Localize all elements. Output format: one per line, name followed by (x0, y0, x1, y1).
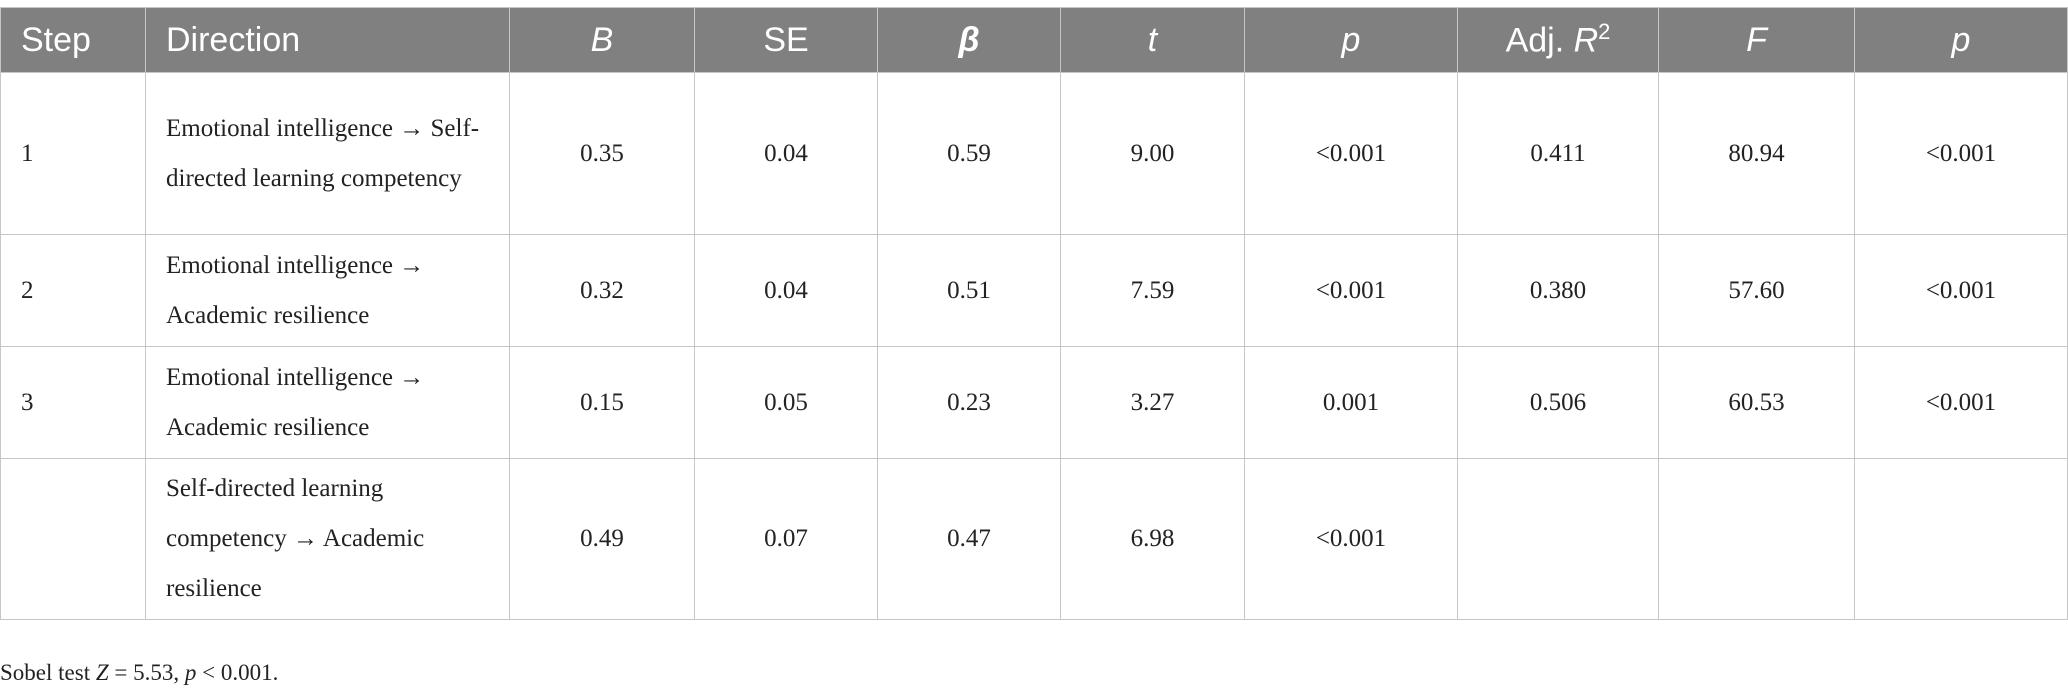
table-cell: <0.001 (1854, 346, 2068, 459)
table-cell: 0.51 (877, 234, 1061, 347)
footnote-text: p (184, 660, 197, 685)
table-cell: 0.15 (509, 346, 695, 459)
table-cell: 0.47 (877, 458, 1061, 620)
table-body: 1 Emotional intelligence → Self-directed … (0, 72, 2068, 620)
header-cell: p (1854, 7, 2068, 73)
table-cell: 0.380 (1457, 234, 1659, 347)
header-cell: t (1060, 7, 1245, 73)
footnote-text: = 5.53, (108, 660, 185, 685)
table-cell: 0.04 (694, 72, 878, 235)
table-cell: <0.001 (1854, 234, 2068, 347)
table-cell: Self-directed learning competency → Acad… (145, 458, 510, 620)
header-var: R (1573, 21, 1599, 60)
table-cell: 0.506 (1457, 346, 1659, 459)
empty-cell (1854, 458, 2068, 620)
table-cell: <0.001 (1244, 234, 1458, 347)
table-cell: 1 (0, 72, 146, 235)
table-cell: <0.001 (1244, 458, 1458, 620)
table-cell: 3 (0, 346, 146, 459)
table-cell: 6.98 (1060, 458, 1245, 620)
table-cell: Emotional intelligence → Academic resili… (145, 346, 510, 459)
table-cell: 3.27 (1060, 346, 1245, 459)
header-cell: F (1658, 7, 1855, 73)
empty-cell (0, 458, 146, 620)
header-text: Adj. (1505, 21, 1574, 60)
header-cell: p (1244, 7, 1458, 73)
footnote-text: Z (95, 660, 109, 685)
table-row: 1 Emotional intelligence → Self-directed … (0, 72, 2068, 235)
header-cell: β (877, 7, 1061, 73)
empty-cell (1457, 458, 1659, 620)
footnote-text: < 0.001. (196, 660, 279, 685)
table-row: Self-directed learning competency → Acad… (0, 458, 2068, 620)
table-cell: 0.04 (694, 234, 878, 347)
footnote: Sobel test Z = 5.53, p < 0.001. (0, 660, 278, 686)
table-cell: 0.35 (509, 72, 695, 235)
table-cell: 2 (0, 234, 146, 347)
table-cell: 0.49 (509, 458, 695, 620)
table-cell: Emotional intelligence → Self-directed l… (145, 72, 510, 235)
table-cell: 0.23 (877, 346, 1061, 459)
table-cell: Emotional intelligence → Academic resili… (145, 234, 510, 347)
table-cell: 0.32 (509, 234, 695, 347)
table-cell: 0.411 (1457, 72, 1659, 235)
table-row: 2 Emotional intelligence → Academic resil… (0, 234, 2068, 347)
header-cell: SE (694, 7, 878, 73)
table-row: 3 Emotional intelligence → Academic resil… (0, 346, 2068, 459)
table-cell: 57.60 (1658, 234, 1855, 347)
table-cell: 0.001 (1244, 346, 1458, 459)
table-cell: 9.00 (1060, 72, 1245, 235)
table-cell: 7.59 (1060, 234, 1245, 347)
header-cell: B (509, 7, 695, 73)
table-cell: 0.59 (877, 72, 1061, 235)
table-cell: 80.94 (1658, 72, 1855, 235)
table-cell: 60.53 (1658, 346, 1855, 459)
header-cell: Adj. R2 (1457, 7, 1659, 73)
header-cell: Direction (145, 7, 510, 73)
table-cell: 0.07 (694, 458, 878, 620)
table-cell: <0.001 (1854, 72, 2068, 235)
footnote-text: Sobel test (0, 660, 96, 685)
header-sup: 2 (1598, 19, 1611, 45)
empty-cell (1658, 458, 1855, 620)
header-cell: Step (0, 7, 146, 73)
table-cell: 0.05 (694, 346, 878, 459)
table-cell: <0.001 (1244, 72, 1458, 235)
